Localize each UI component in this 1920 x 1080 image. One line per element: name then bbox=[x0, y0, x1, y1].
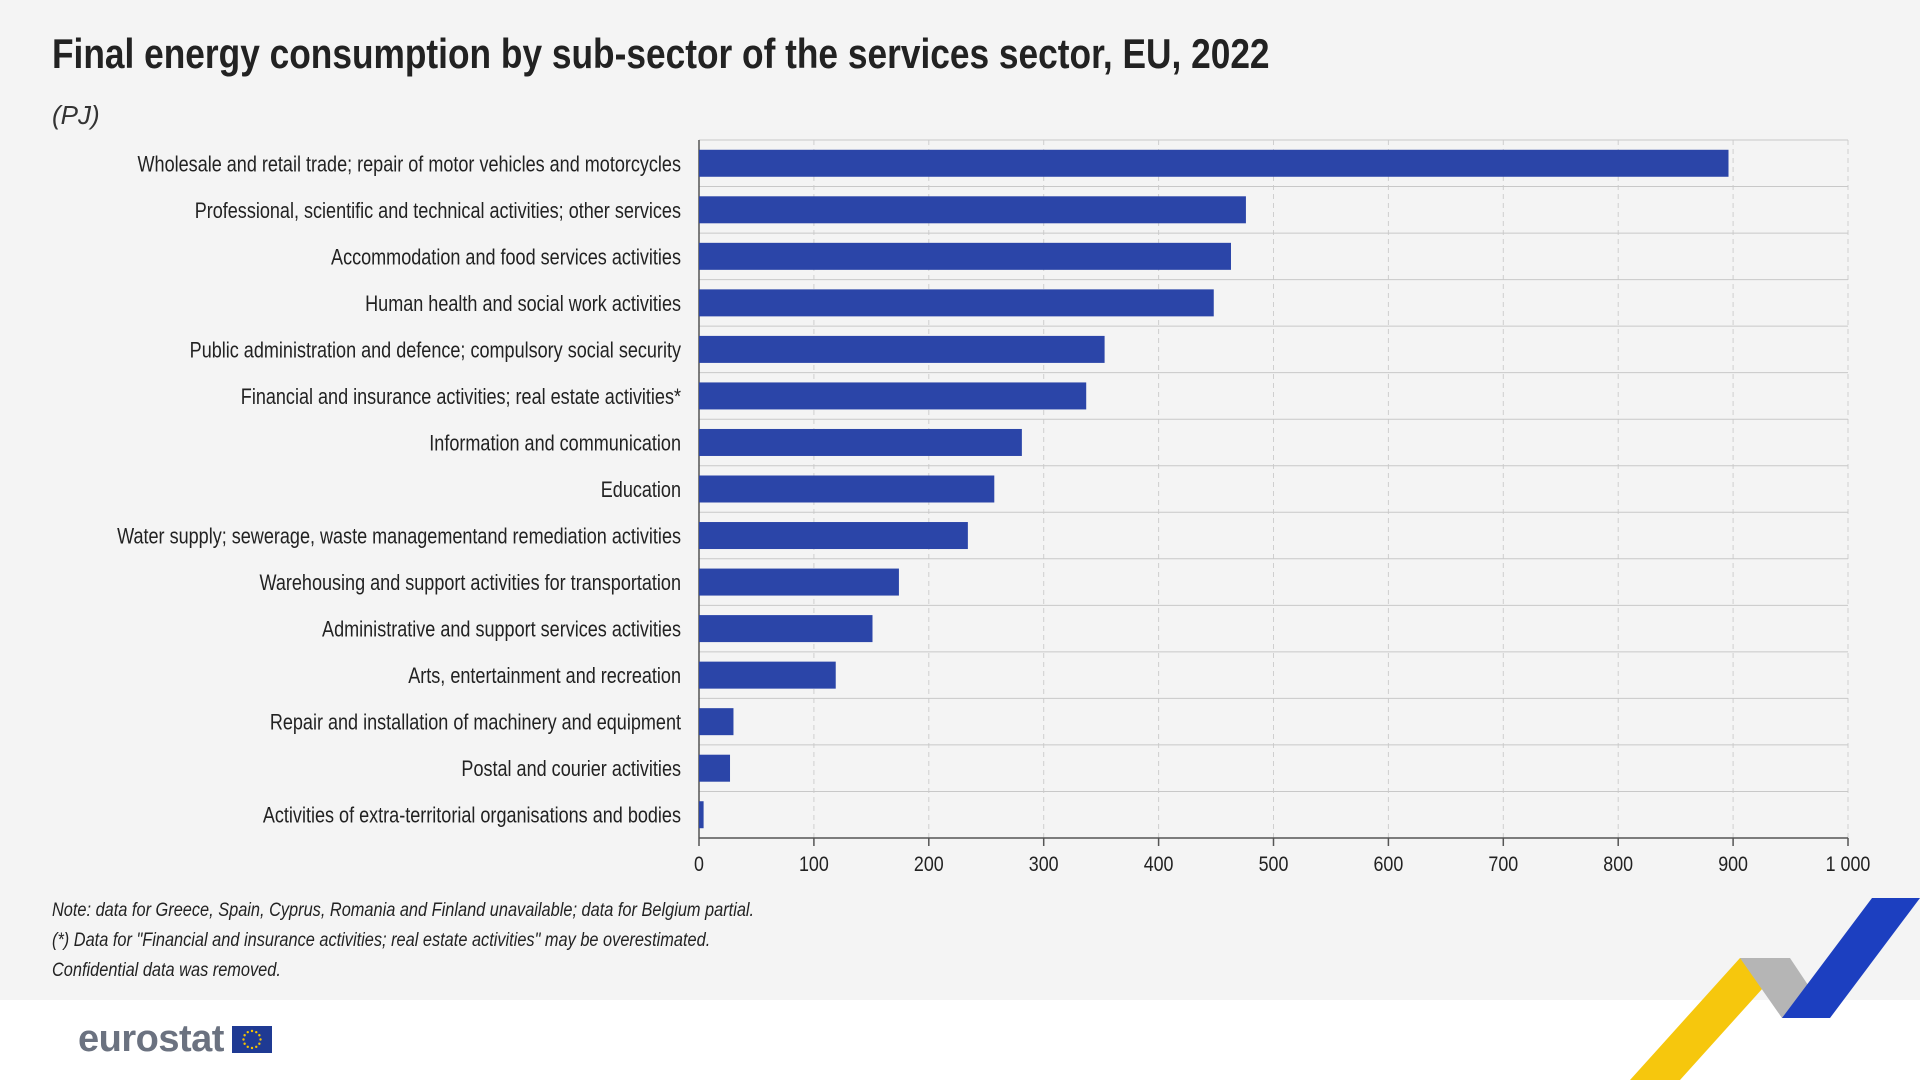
decorative-chevron-icon bbox=[1630, 898, 1920, 1080]
note-line: (*) Data for "Financial and insurance ac… bbox=[52, 930, 711, 951]
flag-star bbox=[243, 1042, 246, 1045]
x-tick-label: 300 bbox=[1029, 853, 1059, 876]
category-label: Wholesale and retail trade; repair of mo… bbox=[138, 151, 681, 176]
category-label: Accommodation and food services activiti… bbox=[331, 244, 681, 269]
eu-flag-icon bbox=[231, 1026, 272, 1053]
bar-chart: Wholesale and retail trade; repair of mo… bbox=[117, 139, 1870, 876]
bar bbox=[699, 615, 873, 643]
bar bbox=[699, 242, 1231, 270]
flag-star bbox=[254, 1045, 258, 1049]
chart-notes: Note: data for Greece, Spain, Cyprus, Ro… bbox=[52, 896, 754, 986]
flag-star bbox=[242, 1038, 245, 1041]
flag-star bbox=[243, 1034, 246, 1037]
category-label: Repair and installation of machinery and… bbox=[270, 710, 681, 735]
bar bbox=[699, 568, 899, 596]
category-label: Professional, scientific and technical a… bbox=[195, 198, 681, 223]
x-tick-label: 400 bbox=[1144, 853, 1174, 876]
x-tick-label: 1 000 bbox=[1826, 853, 1871, 876]
category-label: Human health and social work activities bbox=[365, 291, 681, 316]
bar bbox=[699, 149, 1729, 177]
chart-title: Final energy consumption by sub-sector o… bbox=[52, 30, 1270, 77]
category-label: Financial and insurance activities; real… bbox=[241, 384, 682, 409]
x-tick-label: 100 bbox=[799, 853, 829, 876]
x-tick-label: 0 bbox=[694, 853, 704, 876]
note-line: Confidential data was removed. bbox=[52, 960, 281, 981]
category-label: Education bbox=[601, 477, 681, 502]
flag-star bbox=[246, 1030, 249, 1034]
bar bbox=[699, 428, 1022, 456]
category-label: Arts, entertainment and recreation bbox=[408, 663, 681, 688]
bar bbox=[699, 289, 1214, 317]
eurostat-logo: eurostat bbox=[78, 1018, 272, 1061]
category-label: Warehousing and support activities for t… bbox=[260, 570, 681, 595]
category-label: Information and communication bbox=[429, 430, 681, 455]
x-tick-label: 200 bbox=[914, 853, 944, 876]
flag-star bbox=[258, 1042, 261, 1045]
bar bbox=[699, 335, 1105, 363]
x-tick-label: 500 bbox=[1259, 853, 1289, 876]
x-tick-layer: 0 100 200 300 400 500 600 700 800 900 1 000 bbox=[694, 838, 1870, 876]
x-tick-label: 800 bbox=[1603, 853, 1633, 876]
x-tick-label: 700 bbox=[1488, 853, 1518, 876]
note-line: Note: data for Greece, Spain, Cyprus, Ro… bbox=[52, 900, 755, 921]
bar bbox=[699, 661, 836, 689]
flag-star bbox=[250, 1029, 254, 1033]
bar bbox=[699, 754, 731, 782]
flag-star bbox=[254, 1030, 258, 1034]
eurostat-logo-text: eurostat bbox=[78, 1018, 224, 1060]
bar bbox=[699, 475, 995, 503]
bar bbox=[699, 196, 1246, 224]
bar bbox=[699, 801, 704, 829]
flag-star bbox=[259, 1038, 262, 1041]
category-label: Administrative and support services acti… bbox=[322, 617, 681, 642]
bar bbox=[699, 708, 734, 736]
category-label: Activities of extra-territorial organisa… bbox=[263, 803, 681, 828]
x-tick-label: 600 bbox=[1374, 853, 1404, 876]
category-label: Public administration and defence; compu… bbox=[190, 337, 681, 362]
flag-star bbox=[246, 1045, 249, 1049]
category-label-layer: Wholesale and retail trade; repair of mo… bbox=[117, 151, 681, 827]
flag-star bbox=[258, 1034, 261, 1037]
bar bbox=[699, 382, 1087, 410]
x-tick-label: 900 bbox=[1718, 853, 1748, 876]
bar-layer bbox=[699, 149, 1729, 829]
bar bbox=[699, 522, 968, 550]
category-label: Postal and courier activities bbox=[461, 756, 681, 781]
chart-unit: (PJ) bbox=[52, 100, 100, 130]
category-label: Water supply; sewerage, waste management… bbox=[117, 524, 681, 549]
flag-star bbox=[250, 1046, 254, 1050]
